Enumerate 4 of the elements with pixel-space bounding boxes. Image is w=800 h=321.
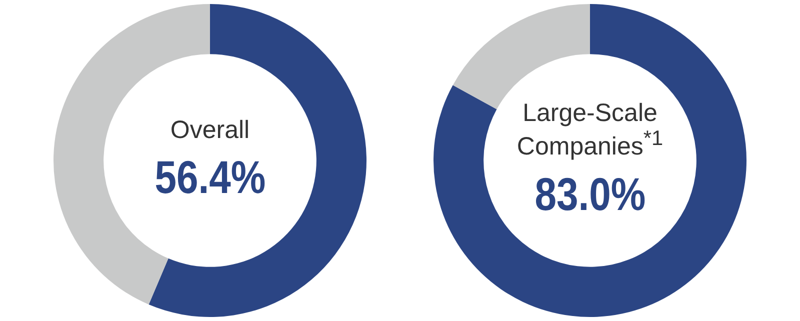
data-label: 56.4% (154, 150, 266, 204)
data-label: 83.0% (534, 166, 646, 221)
text: Overall (170, 116, 250, 144)
text: Large-Scale Companies$^{*1}$ (516, 99, 664, 161)
